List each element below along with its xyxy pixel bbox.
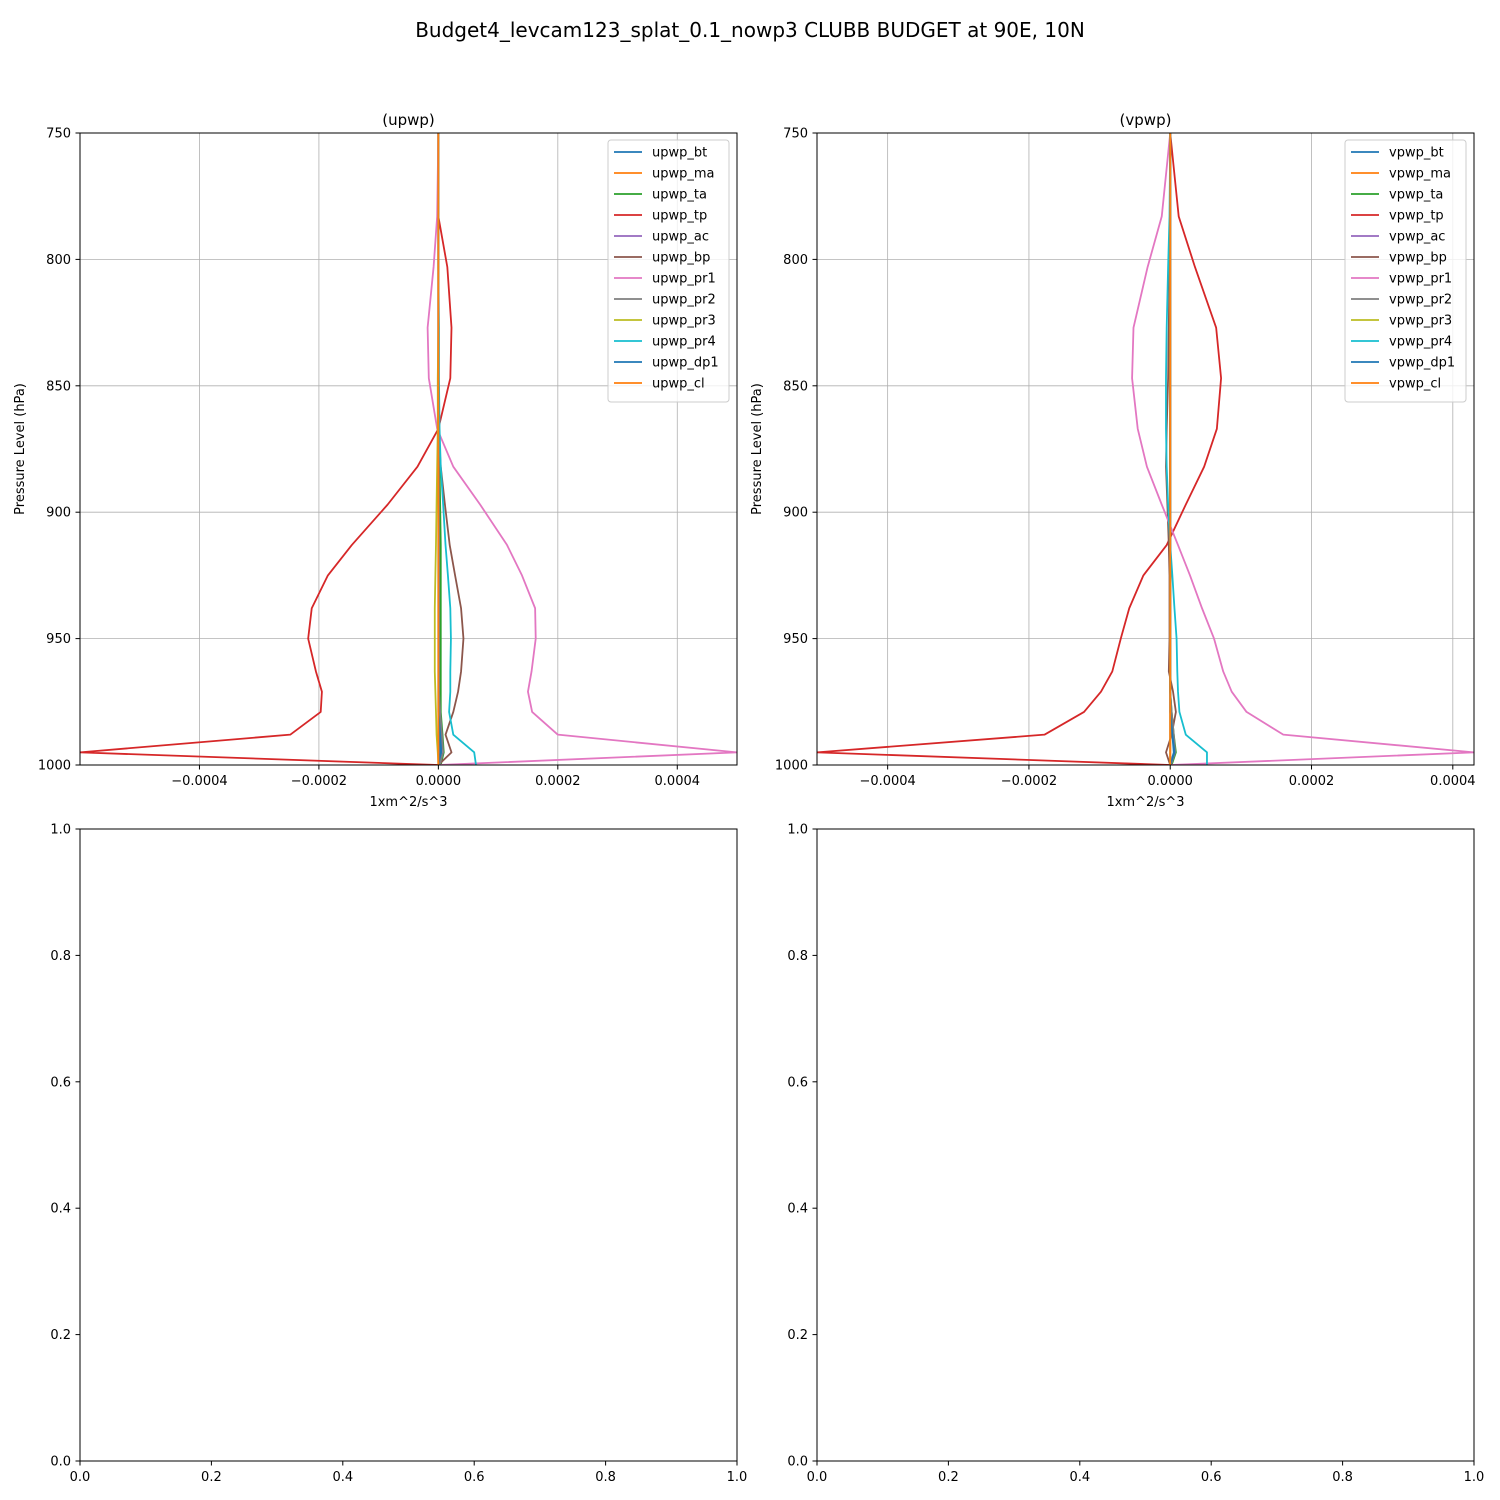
x-axis-label: 1xm^2/s^3	[369, 795, 447, 810]
axes-frame	[816, 132, 1475, 766]
panel-empty-right: 0.0 0.2 0.4 0.6 0.8 1.0 0.0 0.2 0.4 0.6 0.8 1.0	[787, 823, 1484, 1486]
x-tick-label: 0.2	[938, 1470, 959, 1485]
y-axis-label: Pressure Level (hPa)	[750, 383, 765, 515]
x-axis-label: 1xm^2/s^3	[1106, 795, 1184, 810]
legend-label-vpwp_tp: vpwp_tp	[1389, 209, 1444, 224]
panel-vpwp: −0.0004 −0.0002 0.0000 0.0002 0.0004 750 800 85…	[750, 111, 1476, 810]
x-tick-label: 0.0004	[655, 774, 701, 789]
legend-label-upwp_tp: upwp_tp	[652, 209, 707, 224]
y-tick-label: 800	[46, 253, 71, 268]
y-tick-label: 1.0	[50, 823, 71, 838]
y-tick-label: 850	[783, 379, 808, 394]
x-tick-label: 0.0	[70, 1470, 91, 1485]
x-tick-label: 0.6	[1201, 1470, 1222, 1485]
x-tick-label: −0.0004	[171, 774, 227, 789]
legend-label-vpwp_cl: vpwp_cl	[1389, 377, 1441, 392]
legend-label-vpwp_bt: vpwp_bt	[1389, 146, 1444, 161]
x-tick-label: 0.4	[1069, 1470, 1090, 1485]
legend-label-vpwp_ta: vpwp_ta	[1389, 188, 1443, 203]
legend-label-upwp_ma: upwp_ma	[652, 167, 715, 182]
y-tick-label: 900	[46, 506, 71, 521]
x-tick-label: 0.4	[332, 1470, 353, 1485]
legend: vpwp_bt vpwp_ma vpwp_ta vpwp_tp vpwp_ac vpwp_…	[1344, 139, 1467, 403]
legend-label-upwp_ta: upwp_ta	[652, 188, 707, 203]
y-tick-label: 1000	[38, 759, 71, 774]
figure-suptitle: Budget4_levcam123_splat_0.1_nowp3 CLUBB …	[415, 18, 1085, 42]
x-tick-label: 1.0	[727, 1470, 748, 1485]
x-tick-label: 0.8	[1332, 1470, 1353, 1485]
legend-label-upwp_dp1: upwp_dp1	[652, 356, 719, 371]
axes-frame	[79, 828, 738, 1462]
series-line-vpwp_pr1	[1131, 133, 1474, 765]
y-tick-label: 0.2	[50, 1328, 71, 1343]
y-tick-label: 850	[46, 379, 71, 394]
legend-label-upwp_pr2: upwp_pr2	[652, 293, 716, 308]
panel-upwp: −0.0004 −0.0002 0.0000 0.0002 0.0004 750 800 85…	[13, 111, 738, 810]
x-tick-label: 1.0	[1464, 1470, 1485, 1485]
legend-label-upwp_ac: upwp_ac	[652, 230, 709, 245]
series-line-vpwp_bp	[1165, 133, 1177, 765]
y-tick-label: 950	[46, 632, 71, 647]
x-tick-label: 0.6	[464, 1470, 485, 1485]
panel-empty-left: 0.0 0.2 0.4 0.6 0.8 1.0 0.0 0.2 0.4 0.6 0.8 1.0	[50, 823, 747, 1486]
legend-label-vpwp_pr4: vpwp_pr4	[1389, 335, 1452, 350]
axes-frame	[816, 828, 1475, 1462]
x-tick-label: 0.8	[595, 1470, 616, 1485]
legend-label-upwp_pr3: upwp_pr3	[652, 314, 716, 329]
legend-label-vpwp_ac: vpwp_ac	[1389, 230, 1445, 245]
y-axis-label: Pressure Level (hPa)	[13, 383, 28, 515]
x-tick-label: 0.0000	[416, 774, 462, 789]
legend-label-upwp_bt: upwp_bt	[652, 146, 707, 161]
y-tick-label: 950	[783, 632, 808, 647]
legend-label-upwp_cl: upwp_cl	[652, 377, 705, 392]
x-tick-label: 0.0004	[1430, 774, 1476, 789]
y-tick-label: 750	[46, 127, 71, 142]
y-tick-label: 0.4	[787, 1202, 808, 1217]
y-tick-label: 800	[783, 253, 808, 268]
legend-box	[1344, 139, 1467, 403]
y-tick-label: 0.8	[50, 949, 71, 964]
y-tick-label: 0.8	[787, 949, 808, 964]
axes-frame	[79, 132, 738, 766]
legend-box	[607, 139, 730, 403]
legend-label-vpwp_dp1: vpwp_dp1	[1389, 356, 1455, 371]
y-tick-label: 0.0	[50, 1455, 71, 1470]
x-tick-label: 0.0002	[535, 774, 581, 789]
x-tick-label: 0.2	[201, 1470, 222, 1485]
x-tick-label: −0.0004	[859, 774, 915, 789]
legend-label-vpwp_pr1: vpwp_pr1	[1389, 272, 1452, 287]
y-tick-label: 1000	[775, 759, 808, 774]
y-tick-label: 0.6	[50, 1075, 71, 1090]
legend-label-vpwp_bp: vpwp_bp	[1389, 251, 1447, 266]
legend-label-upwp_bp: upwp_bp	[652, 251, 710, 266]
series-line-upwp_pr1	[426, 133, 737, 765]
series-line-upwp_tp	[80, 133, 453, 765]
x-tick-label: −0.0002	[1001, 774, 1057, 789]
series-group	[80, 133, 737, 765]
y-tick-label: 0.6	[787, 1075, 808, 1090]
panel-title: (upwp)	[382, 111, 435, 129]
legend-label-upwp_pr4: upwp_pr4	[652, 335, 716, 350]
y-tick-label: 0.4	[50, 1202, 71, 1217]
y-tick-label: 1.0	[787, 823, 808, 838]
legend-label-vpwp_pr3: vpwp_pr3	[1389, 314, 1452, 329]
y-tick-label: 900	[783, 506, 808, 521]
x-tick-label: −0.0002	[291, 774, 347, 789]
x-tick-label: 0.0002	[1289, 774, 1335, 789]
series-line-vpwp_tp	[817, 133, 1222, 765]
x-tick-label: 0.0000	[1147, 774, 1193, 789]
legend: upwp_bt upwp_ma upwp_ta upwp_tp upwp_ac upwp_…	[607, 139, 730, 403]
legend-label-upwp_pr1: upwp_pr1	[652, 272, 716, 287]
legend-label-vpwp_pr2: vpwp_pr2	[1389, 293, 1452, 308]
y-tick-label: 0.0	[787, 1455, 808, 1470]
panel-title: (vpwp)	[1120, 111, 1172, 129]
x-tick-label: 0.0	[807, 1470, 828, 1485]
series-group	[817, 133, 1474, 765]
series-line-vpwp_pr4	[1165, 133, 1208, 765]
y-tick-label: 750	[783, 127, 808, 142]
y-tick-label: 0.2	[787, 1328, 808, 1343]
legend-label-vpwp_ma: vpwp_ma	[1389, 167, 1451, 182]
